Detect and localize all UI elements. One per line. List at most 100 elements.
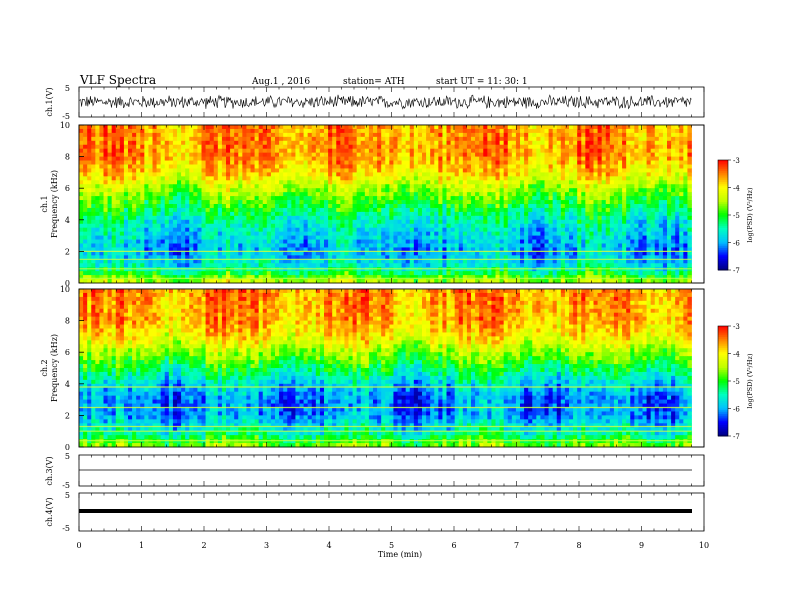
ch1-spectrogram-cell (287, 243, 292, 248)
ch1-spectrogram-cell (593, 247, 598, 252)
ch1-spectrogram-cell (589, 184, 594, 189)
ch1-spectrogram-cell (462, 160, 468, 165)
ch1-spectrogram-cell (107, 128, 113, 134)
ch1-spectrogram-cell (401, 207, 407, 213)
ch1-spectrogram-cell (650, 207, 656, 213)
ch1-spectrogram-cell (230, 255, 235, 260)
ch1-spectrogram-cell (315, 184, 321, 189)
ch1-spectrogram-cell (99, 227, 104, 233)
ch1-spectrogram-cell (548, 152, 554, 157)
ch1-spectrogram-cell (381, 243, 386, 248)
ch1-spectrogram-cell (209, 148, 215, 154)
ch1-spectrogram-cell (597, 192, 603, 197)
ch1-spectrogram-cell (250, 152, 255, 157)
ch1-spectrogram-cell (148, 132, 153, 138)
ch1-spectrogram-cell (360, 207, 366, 213)
ch1-spectrogram-cell (87, 219, 92, 225)
station-label: station= ATH (343, 77, 405, 87)
ch1-spectrogram-cell (536, 231, 541, 236)
ch1-spectrogram-cell (360, 176, 366, 181)
ch1-spectrogram-cell (385, 188, 390, 193)
ch1-spectrogram-cell (234, 247, 239, 252)
ch1-spectrogram-cell (675, 168, 680, 173)
ch1-spectrogram-cell (483, 211, 488, 217)
ch1-spectrogram-cell (262, 219, 268, 225)
ch1-spectrogram-cell (658, 204, 664, 209)
ch1-spectrogram-cell (258, 215, 264, 221)
ch1-spectrogram-cell (87, 168, 92, 173)
ch1-spectrogram-cell (528, 207, 533, 213)
ch1-spectrogram-cell (499, 251, 505, 256)
ch1-spectrogram-cell (95, 152, 100, 157)
ch1-spectrogram-cell (148, 140, 153, 146)
ch1-spectrogram-cell (446, 140, 451, 146)
ch1-spectrogram-cell (144, 168, 149, 173)
ch1-spectrogram-cell (430, 172, 435, 177)
ch1-spectrogram-cell (622, 239, 627, 244)
ch1-spectrogram-cell (667, 196, 672, 201)
ch1-spectrogram-cell (307, 125, 313, 130)
ch1-spectrogram-cell (466, 227, 472, 233)
ch1-spectrogram-cell (95, 239, 100, 244)
ch1-spectrogram-cell (630, 239, 635, 244)
ch1-spectrogram-cell (168, 255, 174, 260)
ch1-spectrogram-cell (471, 144, 476, 150)
ch1-spectrogram-cell (311, 204, 317, 209)
ch1-spectrogram-cell (319, 148, 325, 154)
ch1-spectrogram-cell (662, 140, 668, 146)
ch1-spectrogram-cell (209, 184, 215, 189)
ch1-spectrogram-cell (185, 180, 190, 185)
ch1-spectrogram-cell (393, 180, 398, 185)
ch1-spectrogram-cell (569, 243, 574, 248)
ch1-spectrogram-cell (687, 164, 692, 169)
ch1-spectrogram-cell (156, 184, 162, 189)
ch1-spectrogram-cell (675, 251, 680, 256)
ch1-spectrogram-cell (642, 239, 647, 244)
ch1-spectrogram-cell (556, 148, 562, 154)
ch1-spectrogram-cell (675, 207, 680, 213)
ch1-spectrogram-cell (475, 176, 480, 181)
ch1-spectrogram-cell (450, 243, 456, 248)
ch1-spectrogram-cell (573, 148, 578, 154)
ch1-spectrogram-cell (564, 125, 570, 130)
ch1-spectrogram-cell (638, 219, 643, 225)
ch1-spectrogram-cell (295, 152, 300, 157)
ch1-spectrogram-cell (434, 148, 439, 154)
ch1-spectrogram-cell (405, 156, 411, 161)
ch1-spectrogram-cell (454, 128, 460, 134)
ch1-spectrogram-cell (560, 184, 566, 189)
ch1-spectrogram-cell (209, 247, 215, 252)
ch1-spectrogram-cell (168, 132, 174, 138)
ch1-spectrogram-cell (544, 235, 549, 240)
ch1-spectrogram-cell (193, 215, 198, 221)
ch1-spectrogram-cell (654, 140, 660, 146)
ch1-spectrogram-cell (524, 235, 529, 240)
ch1-spectrogram-cell (283, 125, 288, 130)
ch1-spectrogram-cell (630, 227, 635, 233)
ch1-spectrogram-cell (87, 211, 92, 217)
ch1-spectrogram-cell (123, 223, 129, 229)
ch1-spectrogram-cell (107, 148, 113, 154)
ch1-spectrogram-cell (319, 227, 325, 233)
ch1-spectrogram-cell (307, 144, 313, 150)
ch1-spectrogram-cell (683, 207, 688, 213)
ch1-spectrogram-cell (340, 235, 345, 240)
ch1-spectrogram-cell (475, 223, 480, 229)
ch1-spectrogram-cell (344, 176, 349, 181)
figure-title: VLF Spectra (79, 73, 156, 87)
ch1-spectrogram-cell (250, 239, 255, 244)
ch1-spectrogram-cell (332, 152, 337, 157)
ch1-spectrogram-cell (564, 164, 570, 169)
ch1-spectrogram-cell (275, 140, 280, 146)
ch1-spectrogram-cell (381, 247, 386, 252)
ch1-spectrogram-cell (144, 251, 149, 256)
ch1-spectrogram-cell (283, 168, 288, 173)
ch1-spectrogram-cell (569, 176, 574, 181)
ch1-spectrogram-cell (332, 211, 337, 217)
ch1-spectrogram-cell (491, 251, 496, 256)
ch1-spectrogram-cell (197, 219, 202, 225)
ch1-spectrogram-cell (495, 180, 500, 185)
ch1-spectrogram-cell (352, 164, 358, 169)
ch1-spectrogram-cell (373, 196, 378, 201)
ch1-spectrogram-cell (446, 128, 451, 134)
